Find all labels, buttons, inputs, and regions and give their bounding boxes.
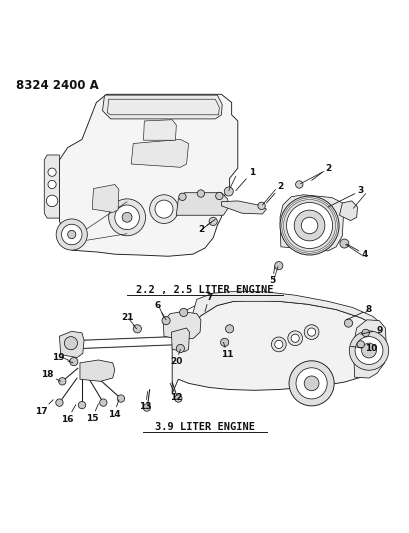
Text: 11: 11 (221, 342, 233, 359)
Polygon shape (353, 320, 385, 378)
Text: 14: 14 (108, 400, 120, 418)
Circle shape (133, 325, 141, 333)
Circle shape (162, 317, 170, 325)
Circle shape (176, 344, 184, 353)
Circle shape (48, 168, 56, 176)
Circle shape (290, 334, 299, 342)
Circle shape (99, 399, 107, 406)
Polygon shape (92, 184, 119, 212)
Text: 3: 3 (327, 186, 363, 207)
Circle shape (361, 329, 369, 337)
Circle shape (179, 308, 187, 317)
Circle shape (46, 195, 58, 207)
Circle shape (257, 202, 265, 209)
Polygon shape (188, 291, 382, 328)
Text: 2: 2 (311, 164, 330, 180)
Circle shape (271, 337, 285, 352)
Polygon shape (279, 195, 343, 251)
Text: 16: 16 (61, 405, 76, 424)
Circle shape (115, 205, 139, 230)
Circle shape (215, 192, 222, 200)
Circle shape (58, 377, 66, 385)
Text: 7: 7 (204, 293, 212, 312)
Circle shape (48, 180, 56, 189)
Text: 2: 2 (266, 182, 283, 203)
Text: 1: 1 (235, 168, 255, 191)
Text: 4: 4 (346, 244, 367, 259)
Circle shape (279, 196, 338, 255)
Circle shape (155, 200, 173, 218)
Circle shape (274, 262, 282, 270)
Circle shape (220, 338, 228, 346)
Polygon shape (59, 94, 237, 256)
Text: 5: 5 (269, 266, 275, 285)
Text: 18: 18 (41, 370, 61, 381)
Circle shape (287, 331, 302, 345)
Text: 8: 8 (346, 305, 371, 320)
Circle shape (197, 190, 204, 197)
Circle shape (174, 395, 182, 402)
Text: 13: 13 (139, 392, 151, 411)
Polygon shape (80, 360, 115, 381)
Polygon shape (59, 332, 84, 358)
Polygon shape (339, 201, 357, 221)
Circle shape (295, 368, 326, 399)
Polygon shape (172, 300, 384, 393)
Circle shape (56, 219, 87, 250)
Text: 15: 15 (86, 404, 98, 423)
Circle shape (64, 337, 77, 350)
Text: 19: 19 (52, 353, 73, 363)
Circle shape (67, 230, 76, 239)
Circle shape (149, 195, 178, 223)
Circle shape (117, 395, 124, 402)
Circle shape (178, 193, 186, 200)
Text: 21: 21 (121, 313, 136, 329)
Polygon shape (143, 120, 176, 140)
Text: 6: 6 (154, 301, 166, 320)
Polygon shape (131, 140, 188, 167)
Circle shape (301, 217, 317, 234)
Circle shape (344, 319, 352, 327)
Polygon shape (171, 328, 189, 352)
Circle shape (224, 187, 233, 196)
Circle shape (303, 376, 318, 391)
Circle shape (356, 341, 364, 348)
Circle shape (339, 239, 348, 248)
Circle shape (78, 401, 85, 409)
Polygon shape (163, 312, 200, 340)
Circle shape (354, 337, 382, 365)
Circle shape (209, 217, 217, 225)
Circle shape (225, 325, 233, 333)
Text: 2.2 , 2.5 LITER ENGINE: 2.2 , 2.5 LITER ENGINE (136, 285, 273, 295)
Text: 2: 2 (197, 220, 215, 234)
Circle shape (288, 361, 333, 406)
Circle shape (108, 199, 145, 236)
Circle shape (294, 210, 324, 241)
Circle shape (348, 331, 388, 370)
Text: 20: 20 (170, 349, 182, 366)
Circle shape (143, 404, 150, 411)
Circle shape (295, 181, 302, 188)
Polygon shape (44, 155, 59, 218)
Text: 3.9 LITER ENGINE: 3.9 LITER ENGINE (155, 422, 254, 432)
Circle shape (274, 340, 282, 349)
Circle shape (56, 399, 63, 406)
Circle shape (303, 325, 318, 340)
Circle shape (61, 224, 82, 245)
Circle shape (361, 343, 375, 358)
Polygon shape (221, 201, 266, 214)
Text: 9: 9 (360, 326, 382, 335)
Polygon shape (176, 193, 228, 215)
Text: 17: 17 (35, 400, 53, 416)
Circle shape (286, 203, 332, 248)
Circle shape (122, 212, 132, 222)
Circle shape (70, 358, 78, 366)
Text: 12: 12 (170, 383, 182, 402)
Polygon shape (102, 95, 222, 119)
Text: 8324 2400 A: 8324 2400 A (16, 79, 99, 92)
Text: 10: 10 (350, 344, 376, 353)
Circle shape (307, 328, 315, 336)
